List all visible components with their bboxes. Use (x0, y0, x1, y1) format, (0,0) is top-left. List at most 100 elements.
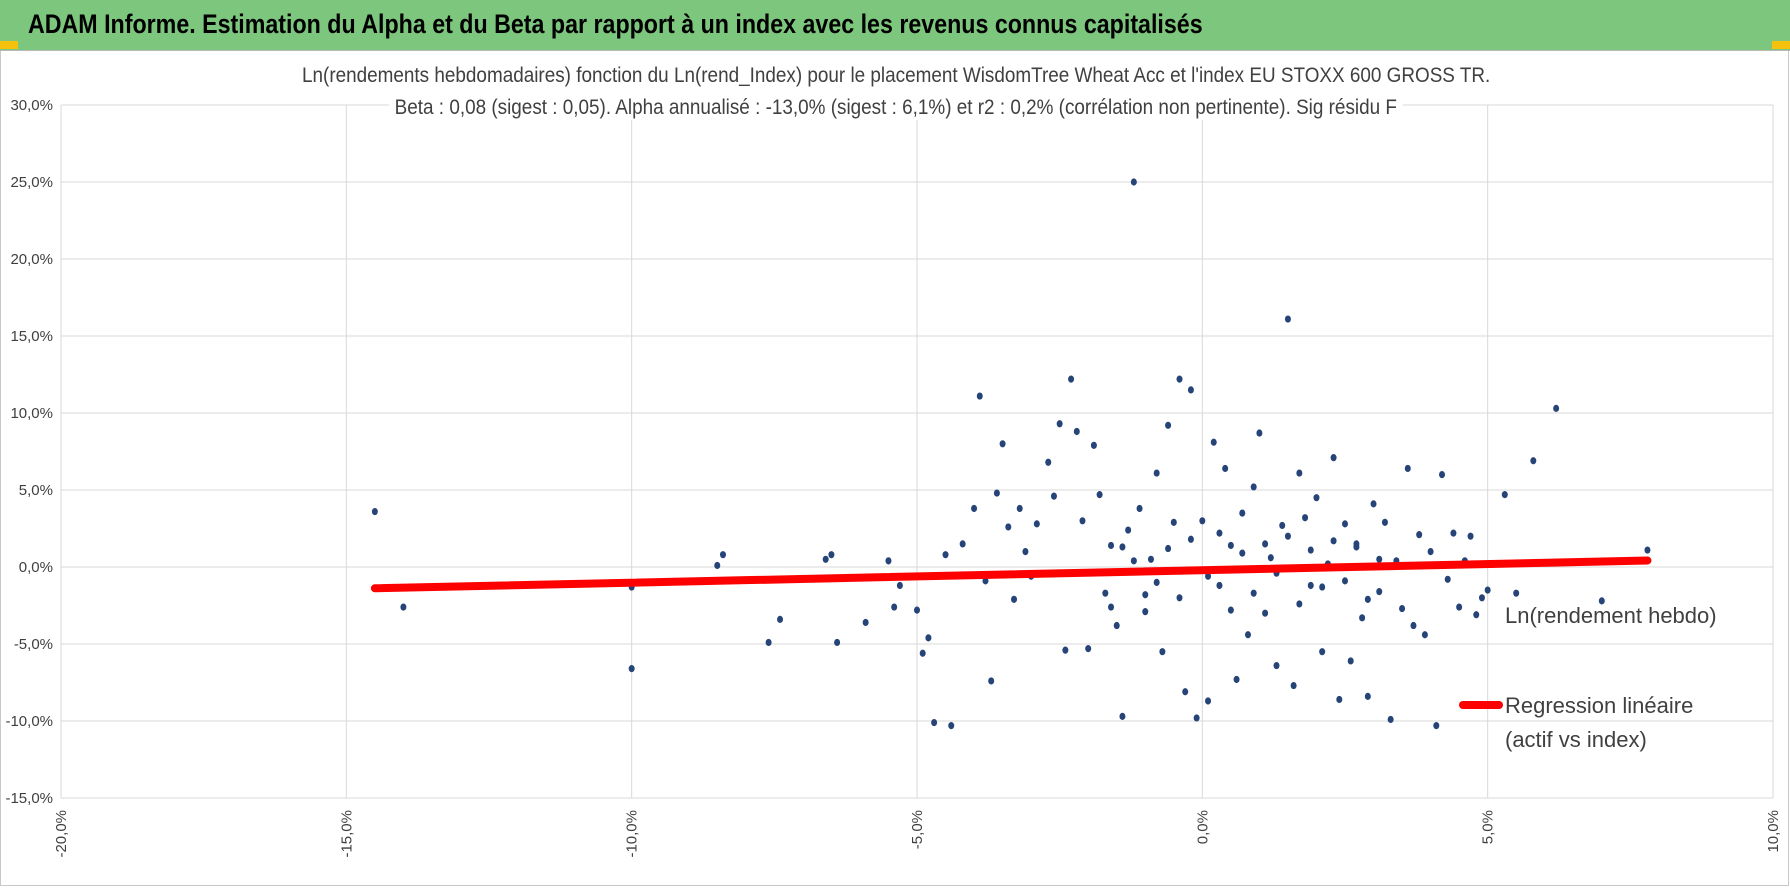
data-point (1079, 517, 1086, 525)
data-point (1142, 608, 1149, 616)
data-point (719, 551, 726, 559)
data-point (1473, 611, 1480, 619)
data-point (1165, 421, 1172, 429)
data-point (1347, 657, 1354, 665)
data-point (862, 618, 869, 627)
data-point (1319, 648, 1326, 656)
data-point (971, 504, 978, 513)
data-point (914, 606, 920, 614)
data-point (1119, 543, 1126, 551)
data-point (1216, 529, 1223, 537)
data-point (628, 665, 635, 673)
data-point (1370, 500, 1377, 508)
data-point (1501, 491, 1508, 499)
data-point (993, 489, 1000, 497)
legend-label-regression: Regression linéaire (1505, 693, 1693, 718)
data-point (1176, 594, 1183, 602)
data-point (1210, 438, 1217, 446)
data-point (777, 615, 784, 623)
data-point (1159, 648, 1166, 656)
regression-line (370, 556, 1652, 593)
y-tick-label: 20,0% (10, 251, 53, 268)
data-point (1364, 595, 1371, 603)
data-point (1256, 429, 1263, 437)
data-point (1484, 586, 1491, 594)
y-tick-label: 30,0% (10, 97, 53, 114)
data-point (1108, 541, 1115, 550)
data-point (1284, 315, 1291, 323)
data-point (1598, 597, 1605, 605)
y-tick-label: -10,0% (5, 713, 53, 730)
data-point (1005, 523, 1012, 531)
legend-label-regression-2: (actif vs index) (1505, 727, 1647, 752)
y-tick-label: -15,0% (5, 790, 53, 807)
data-point (1125, 526, 1132, 534)
data-point (1136, 504, 1143, 513)
data-point (1381, 518, 1388, 526)
data-point (1439, 471, 1446, 479)
data-point (959, 540, 966, 548)
data-point (1421, 631, 1428, 639)
x-tick-label: 10,0% (1765, 810, 1782, 853)
data-point (828, 551, 835, 559)
data-point (1284, 532, 1291, 540)
data-point (1273, 661, 1280, 670)
data-point (1113, 621, 1120, 630)
data-point (1119, 712, 1126, 720)
data-point (1410, 621, 1417, 630)
data-point (1342, 577, 1348, 585)
data-point (948, 722, 955, 730)
data-point (1205, 572, 1212, 580)
data-point (1153, 578, 1160, 587)
data-point (1290, 681, 1297, 690)
data-point (1142, 591, 1149, 599)
data-point (1376, 555, 1383, 563)
legend-label-scatter: Ln(rendement hebdo) (1505, 603, 1717, 628)
report-banner: ADAM Informe. Estimation du Alpha et du … (0, 0, 1790, 51)
x-tick-label: 5,0% (1480, 810, 1497, 844)
data-point (919, 649, 926, 657)
data-point (1176, 375, 1183, 383)
data-point (1222, 464, 1229, 473)
data-point (1644, 546, 1651, 554)
data-point (1062, 646, 1069, 654)
data-point (1262, 609, 1269, 617)
data-point (1267, 554, 1274, 562)
data-point (1050, 492, 1057, 500)
data-point (1364, 692, 1371, 700)
data-point (1102, 589, 1109, 597)
data-point (1296, 600, 1303, 608)
data-point (1456, 603, 1463, 611)
data-point (1302, 514, 1309, 522)
data-point (1227, 541, 1234, 550)
data-point (834, 638, 841, 647)
data-point (1336, 695, 1343, 704)
chart-subtitle: Beta : 0,08 (sigest : 0,05). Alpha annua… (1, 96, 1790, 120)
data-point (1433, 722, 1440, 730)
data-point (1205, 697, 1212, 705)
data-point (999, 440, 1006, 448)
data-point (371, 507, 378, 516)
regression-line-layer (370, 556, 1652, 593)
corner-marker (0, 41, 18, 49)
corner-marker (1772, 41, 1790, 49)
data-point (931, 718, 938, 727)
data-point (1427, 548, 1434, 556)
data-point (1068, 375, 1075, 383)
data-point (1090, 441, 1097, 449)
data-point (1016, 504, 1023, 513)
y-tick-label: -5,0% (14, 636, 53, 653)
data-point (1233, 675, 1240, 684)
y-tick-label: 25,0% (10, 174, 53, 191)
data-point (1376, 588, 1383, 596)
data-point (1250, 589, 1257, 597)
data-point (1147, 555, 1154, 563)
data-point (1359, 614, 1366, 622)
data-point (885, 557, 892, 565)
data-point (1387, 715, 1394, 724)
data-point (1307, 581, 1314, 590)
data-point (891, 603, 898, 611)
data-point (1011, 595, 1018, 603)
y-tick-label: 5,0% (19, 482, 53, 499)
data-point (1250, 483, 1257, 491)
